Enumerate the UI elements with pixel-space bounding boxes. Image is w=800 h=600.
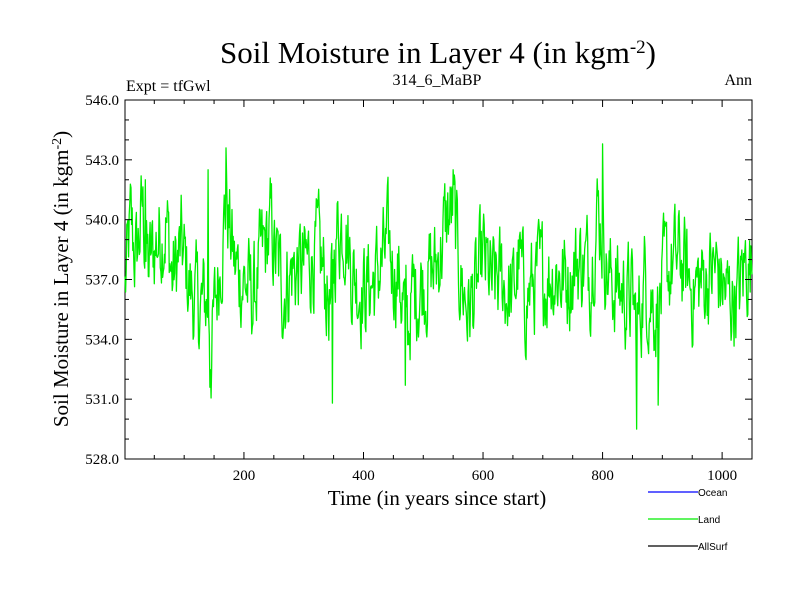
y-tick-label: 534.0 (85, 332, 119, 348)
x-tick-label: 800 (591, 468, 614, 484)
series-line-land (124, 143, 753, 430)
chart-title: Soil Moisture in Layer 4 (in kgm-2) (220, 35, 656, 70)
x-tick-label: 600 (472, 468, 495, 484)
subtitle-center: 314_6_MaBP (393, 72, 482, 89)
legend-label-allsurf: AllSurf (698, 542, 728, 553)
x-tick-label: 1000 (707, 468, 737, 484)
y-tick-label: 546.0 (85, 93, 119, 109)
subtitle-right: Ann (724, 72, 752, 89)
x-axis-label: Time (in years since start) (328, 486, 547, 510)
y-axis-ticks: 528.0 531.0 534.0 537.0 540.0 543.0 546.0 (85, 93, 752, 468)
y-axis-label: Soil Moisture in Layer 4 (in kgm-2) (49, 131, 73, 427)
y-tick-label: 528.0 (85, 452, 119, 468)
y-tick-label: 543.0 (85, 153, 119, 169)
y-tick-label: 540.0 (85, 213, 119, 229)
y-tick-label: 537.0 (85, 273, 119, 289)
x-tick-label: 400 (352, 468, 375, 484)
x-axis-ticks: 200 400 600 800 1000 (153, 100, 737, 484)
legend-label-ocean: Ocean (698, 488, 727, 499)
legend: Ocean Land AllSurf (648, 488, 728, 553)
legend-label-land: Land (698, 515, 720, 526)
y-tick-label: 531.0 (85, 392, 119, 408)
subtitle-left: Expt = tfGwl (126, 78, 211, 95)
x-tick-label: 200 (233, 468, 256, 484)
